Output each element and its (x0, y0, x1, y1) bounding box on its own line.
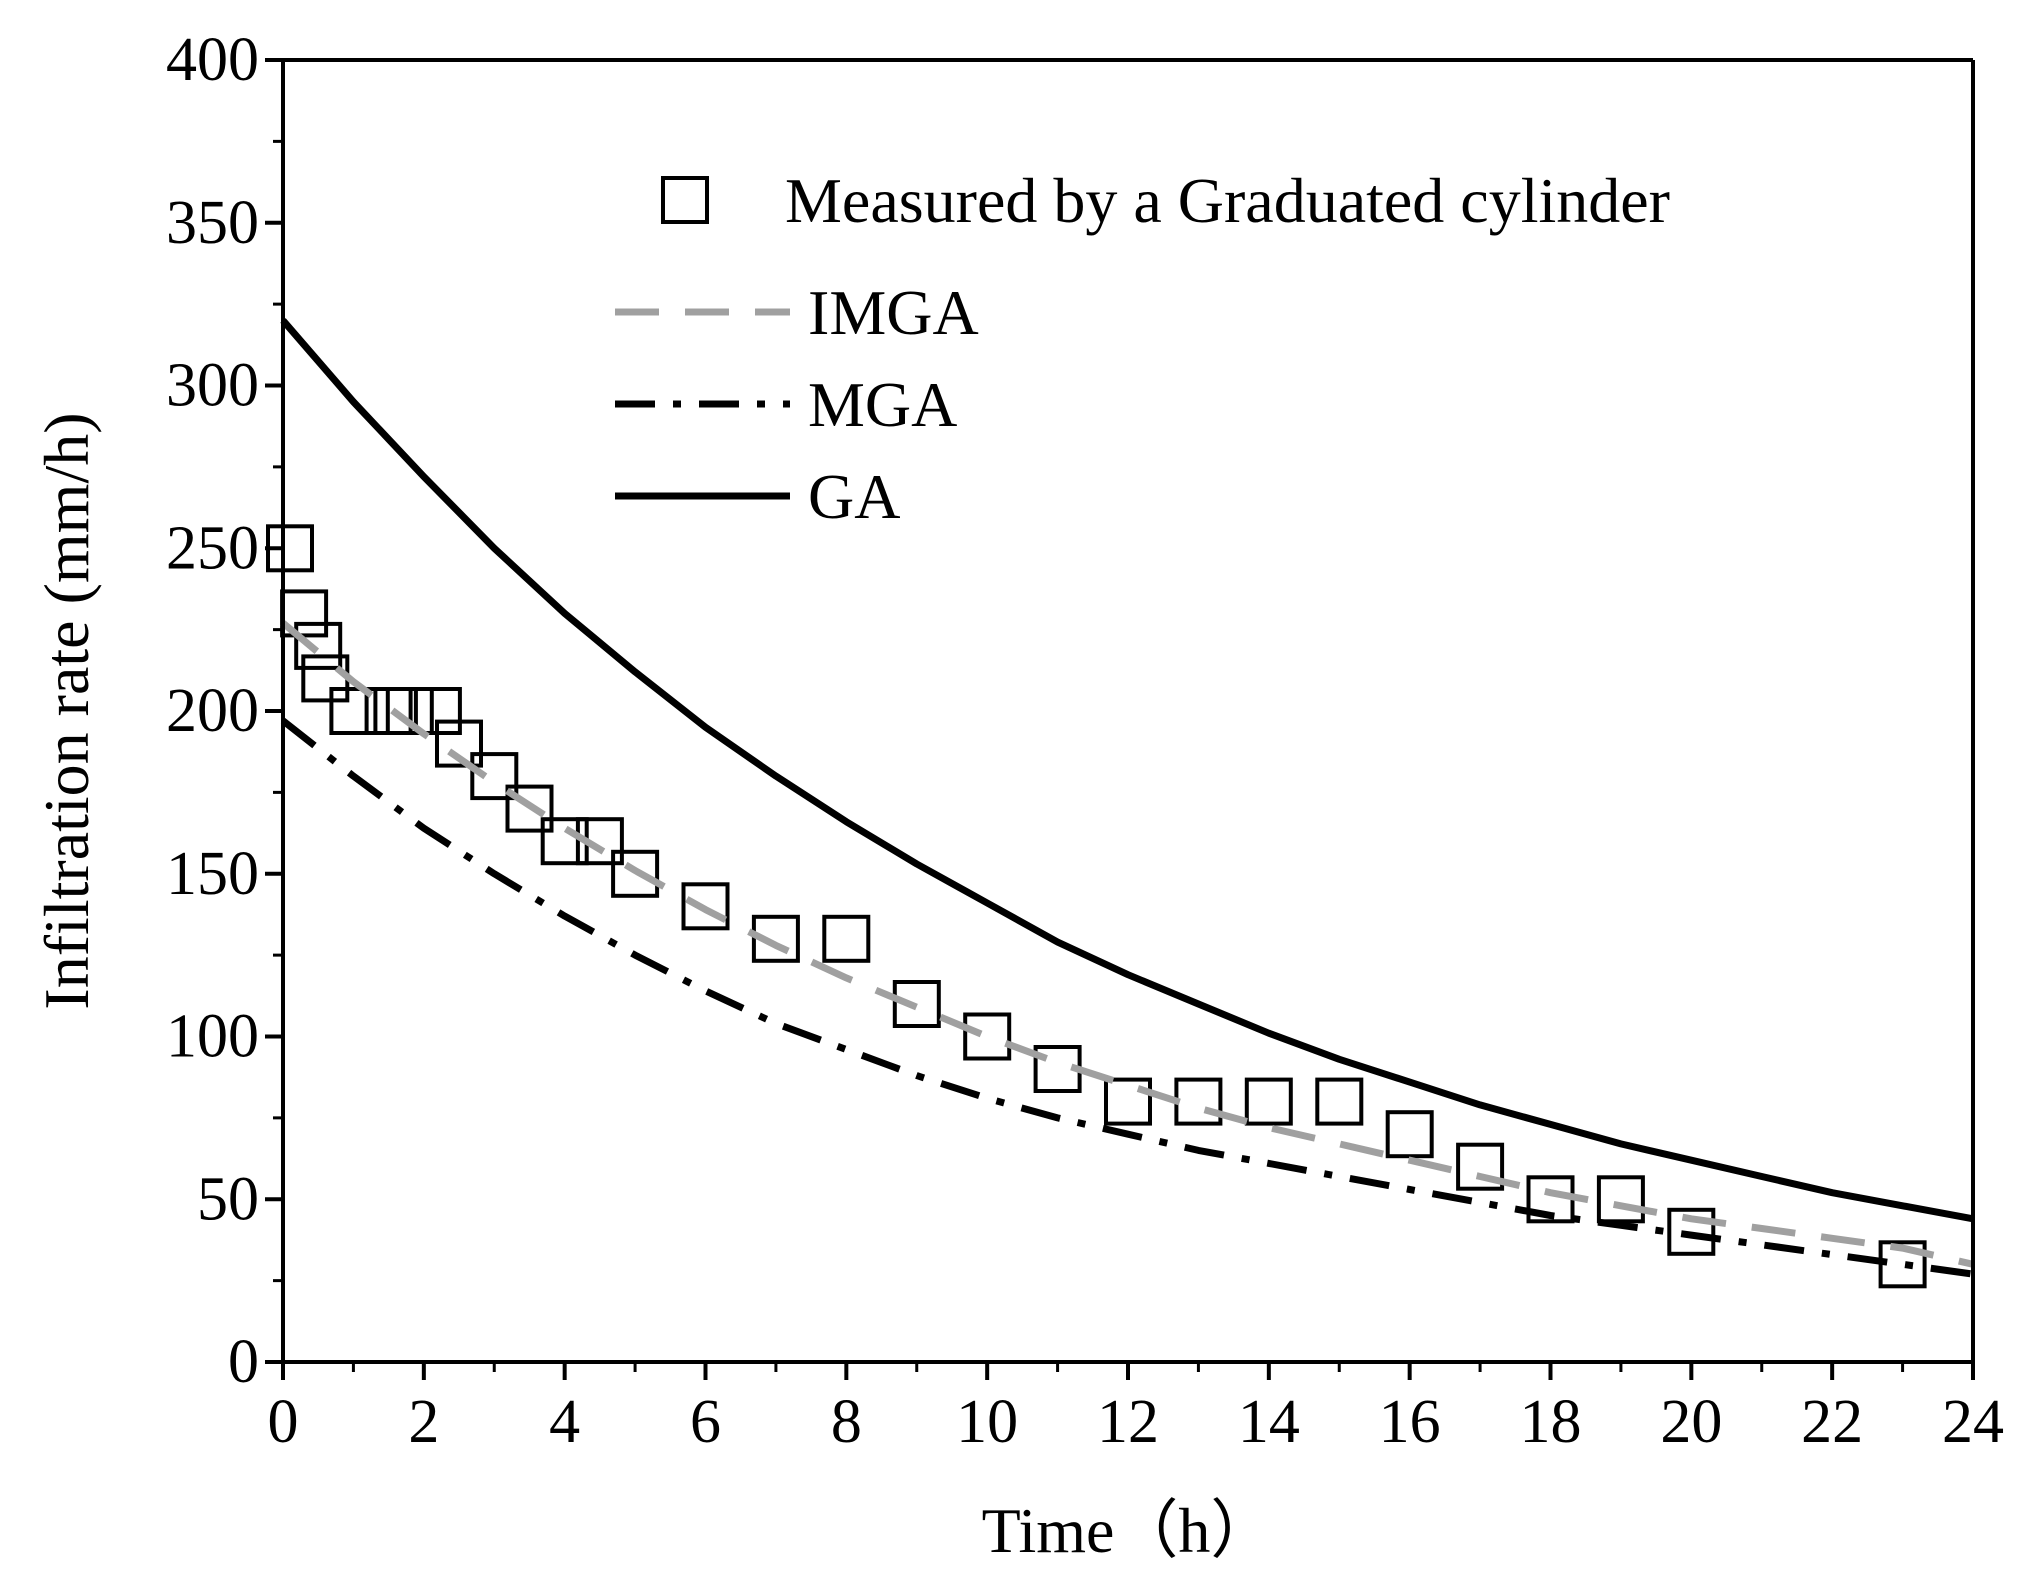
y-tick-label: 0 (228, 1328, 259, 1396)
data-point (1315, 1077, 1364, 1126)
y-tick-label: 150 (166, 840, 259, 908)
plot-area (266, 318, 1974, 1289)
x-tick-label: 20 (1660, 1388, 1722, 1456)
x-tick-label: 22 (1801, 1388, 1863, 1456)
legend-item-measured-by-a-graduated-cylinder: Measured by a Graduated cylinder (661, 165, 1670, 236)
data-point (435, 719, 483, 768)
x-tick-label: 14 (1238, 1388, 1300, 1456)
data-point (1104, 1077, 1152, 1126)
legend: Measured by a Graduated cylinder IMGA MGA G… (615, 165, 1670, 532)
y-tick-label: 100 (166, 1003, 259, 1071)
y-axis-title: Infiltration rate (mm/h) (31, 412, 102, 1009)
data-point (575, 817, 624, 866)
x-tick-label: 0 (268, 1388, 299, 1456)
y-tick-label: 350 (166, 189, 259, 257)
data-point (681, 882, 730, 931)
data-point (1596, 1175, 1645, 1224)
axes: 0 2 4 6 8 10 12 14 16 18 20 22 240501001502002503003… (166, 26, 2004, 1456)
legend-label: IMGA (808, 277, 979, 348)
legend-item-mga: MGA (615, 369, 957, 440)
series-line-mga (280, 718, 1974, 1278)
data-point (892, 980, 941, 1028)
x-tick-label: 8 (831, 1388, 862, 1456)
data-point (294, 621, 343, 670)
x-tick-label: 24 (1942, 1388, 2004, 1456)
data-point (963, 1012, 1012, 1061)
legend-label: GA (808, 461, 900, 532)
data-point (385, 687, 434, 735)
legend-swatch (661, 176, 709, 224)
data-point (329, 687, 378, 735)
data-point (822, 914, 871, 963)
data-point (1385, 1110, 1434, 1159)
legend-item-imga: IMGA (615, 277, 979, 348)
series-line-imga (280, 620, 1974, 1268)
x-tick-label: 12 (1097, 1388, 1159, 1456)
y-tick-label: 300 (166, 352, 259, 420)
x-tick-label: 4 (549, 1388, 580, 1456)
x-tick-label: 6 (690, 1388, 721, 1456)
series-line-ga (280, 318, 1974, 1223)
y-tick-label: 250 (166, 514, 259, 582)
x-tick-label: 10 (956, 1388, 1018, 1456)
legend-label: MGA (808, 369, 957, 440)
y-tick-label: 50 (197, 1165, 259, 1233)
data-point (1667, 1207, 1716, 1256)
y-tick-label: 200 (166, 677, 259, 745)
series-markers-measured-by-a-graduated-cylinder (266, 524, 1927, 1289)
data-point (505, 784, 554, 833)
legend-item-ga: GA (615, 461, 900, 532)
data-point (611, 849, 660, 898)
data-point (1174, 1077, 1223, 1126)
data-point (1244, 1077, 1293, 1126)
legend-label: Measured by a Graduated cylinder (785, 165, 1670, 236)
x-tick-label: 2 (408, 1388, 439, 1456)
data-point (470, 752, 519, 801)
data-point (1456, 1142, 1505, 1191)
data-point (751, 914, 800, 963)
x-tick-label: 18 (1520, 1388, 1582, 1456)
x-axis-title: Time（h） (982, 1495, 1275, 1566)
y-tick-label: 400 (166, 26, 259, 94)
x-tick-label: 16 (1379, 1388, 1441, 1456)
